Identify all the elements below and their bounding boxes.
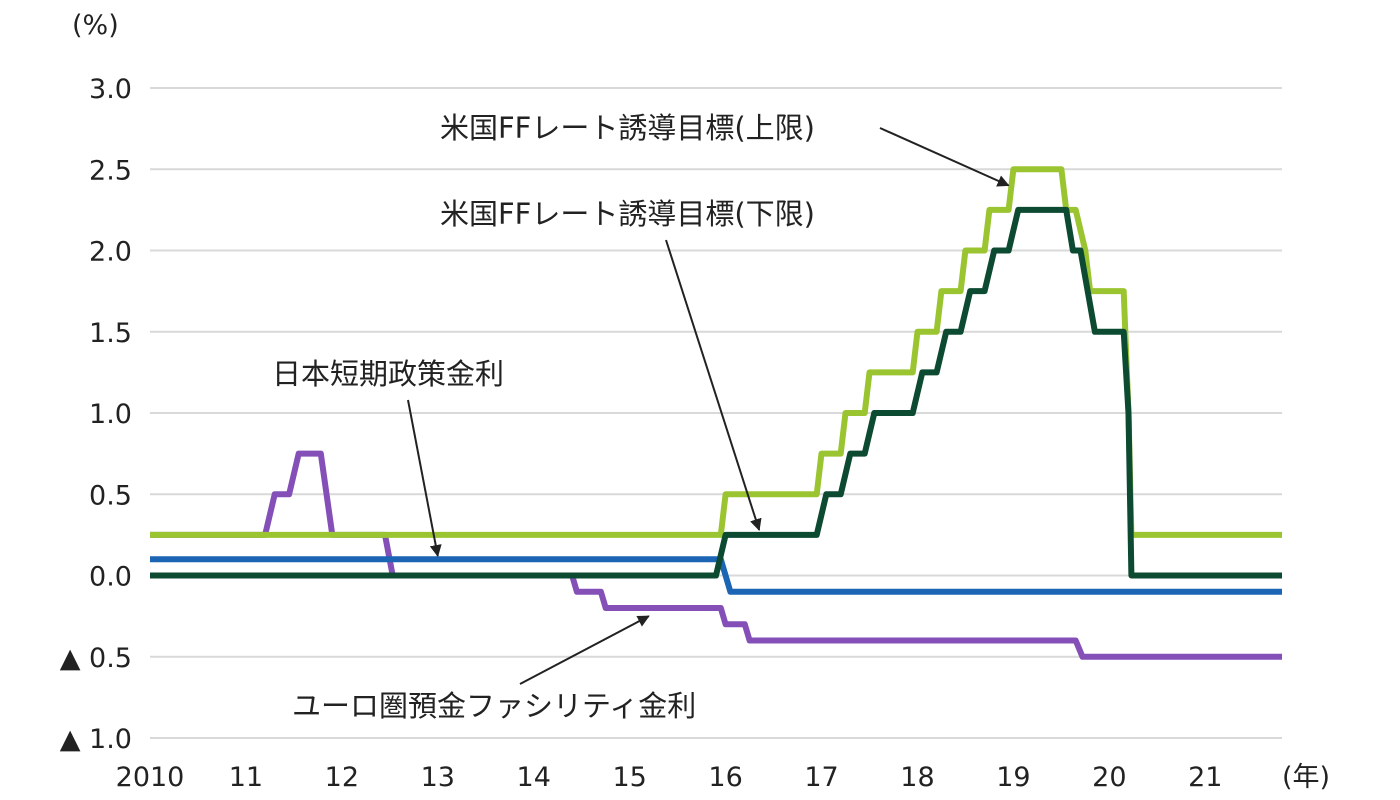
series-line-1 (150, 556, 1282, 595)
series-line-2 (150, 166, 1282, 538)
x-tick-label: 18 (900, 762, 934, 793)
series-lines (150, 166, 1282, 660)
x-tick-label: 12 (325, 762, 359, 793)
y-tick-label: 1.0 (89, 399, 132, 430)
series-line-0 (150, 450, 1282, 660)
x-unit-label: (年) (1282, 762, 1330, 793)
x-tick-label: 15 (612, 762, 646, 793)
y-tick-label: 3.0 (89, 74, 132, 105)
x-tick-label: 11 (229, 762, 263, 793)
annotation-arrow-3 (519, 615, 650, 685)
y-unit-label: (%) (72, 10, 119, 41)
annotation-arrow-2 (407, 399, 442, 557)
x-tick-label: 14 (517, 762, 551, 793)
x-tick-label: 2010 (116, 762, 185, 793)
x-tick-label: 20 (1092, 762, 1126, 793)
series-line-3 (150, 206, 1282, 579)
y-tick-label: ▲ 0.5 (60, 643, 132, 674)
x-tick-label: 17 (804, 762, 838, 793)
annotation-us-lower: 米国FFレート誘導目標(下限) (440, 197, 815, 231)
grid-lines (150, 87, 1282, 739)
y-tick-label: 2.0 (89, 237, 132, 268)
annotation-japan: 日本短期政策金利 (272, 357, 504, 391)
annotation-arrow-0 (879, 127, 1010, 187)
annotation-us-upper: 米国FFレート誘導目標(上限) (440, 111, 815, 145)
y-tick-label: 0.5 (89, 480, 132, 511)
x-tick-label: 16 (708, 762, 742, 793)
x-tick-label: 21 (1188, 762, 1222, 793)
y-tick-label: ▲ 1.0 (60, 724, 132, 755)
y-tick-label: 1.5 (89, 318, 132, 349)
x-tick-label: 13 (421, 762, 455, 793)
annotation-euro: ユーロ圏預金ファシリティ金利 (292, 689, 696, 723)
annotation-arrows (407, 127, 1010, 685)
x-tick-label: 19 (996, 762, 1030, 793)
y-tick-label: 2.5 (89, 155, 132, 186)
labels: (%) (年) 米国FFレート誘導目標(上限) 米国FFレート誘導目標(下限) … (60, 10, 1330, 793)
annotation-arrow-1 (665, 239, 762, 531)
y-tick-label: 0.0 (89, 562, 132, 593)
